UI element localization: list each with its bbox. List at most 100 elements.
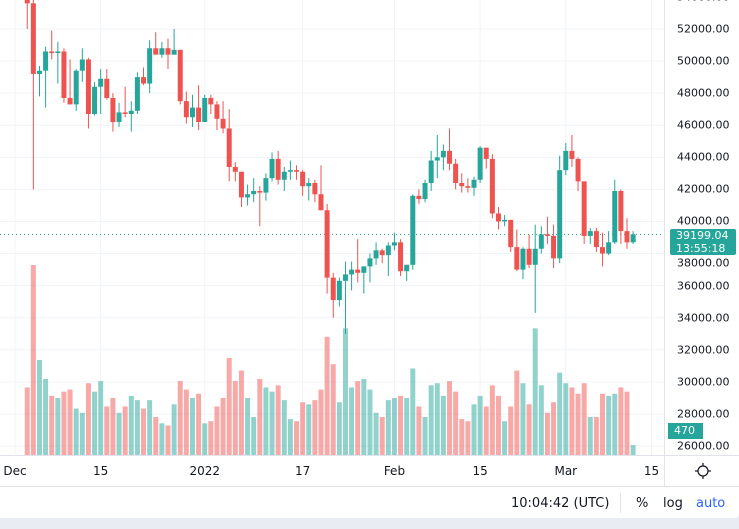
candle [342, 261, 348, 334]
candle [330, 272, 336, 318]
candle-body [165, 48, 171, 55]
candle [532, 224, 538, 313]
candle [593, 227, 599, 252]
candle [612, 179, 618, 244]
candle [526, 234, 532, 268]
candle [73, 69, 79, 111]
volume-bar [128, 395, 134, 455]
price-axis[interactable]: 54000.00 52000.00 50000.00 48000.00 46000.00… [664, 0, 739, 455]
candle [569, 134, 575, 167]
volume-bar [367, 389, 373, 455]
volume-bar [245, 398, 251, 455]
candle [355, 239, 361, 283]
candle [134, 72, 140, 115]
candle [428, 150, 434, 192]
volume-bar [134, 400, 140, 455]
divider [620, 493, 621, 513]
volume-bar [183, 389, 189, 455]
candle [391, 232, 397, 251]
settings-button[interactable] [664, 456, 739, 486]
volume-bar [116, 412, 122, 455]
candle [379, 248, 385, 264]
candle-body [300, 171, 306, 187]
candle-body [440, 150, 446, 158]
candle-body [459, 182, 465, 187]
volume-bar [557, 372, 563, 455]
price-tick-label: 42000.00 [677, 182, 730, 196]
candle-body [61, 51, 67, 98]
candle-body [526, 248, 532, 265]
candle [49, 30, 55, 60]
candle-body [612, 191, 618, 243]
price-tick-label: 40000.00 [677, 214, 730, 228]
time-axis[interactable]: Dec 15 2022 17 Feb 15 Mar 15 [0, 455, 739, 486]
volume-bar [404, 398, 410, 455]
volume-bar [202, 423, 208, 455]
price-tick-label: 48000.00 [677, 86, 730, 100]
candle [385, 242, 391, 277]
candle [514, 229, 520, 272]
price-tick-label: 28000.00 [677, 407, 730, 421]
candle [214, 101, 220, 131]
auto-toggle[interactable]: auto [696, 496, 726, 511]
time-tick-label: 2022 [189, 464, 220, 478]
candle-body [189, 107, 195, 118]
volume-bar [526, 404, 532, 455]
volume-bar [153, 417, 159, 455]
volume-bar [208, 421, 214, 455]
volume-bar [36, 360, 42, 455]
candle-body [134, 77, 140, 111]
volume-bar [361, 379, 367, 455]
candle [465, 178, 471, 193]
candle-body [208, 97, 214, 105]
candle-body [287, 170, 293, 172]
candle [202, 94, 208, 123]
candle [189, 94, 195, 127]
volume-bar [104, 406, 110, 455]
log-toggle[interactable]: log [663, 496, 683, 511]
candle-body [355, 269, 361, 273]
volume-bar [575, 393, 581, 455]
candle [459, 173, 465, 193]
candle-body [483, 147, 489, 159]
volume-bar [85, 383, 91, 455]
volume-bar [391, 398, 397, 455]
candle [489, 154, 495, 219]
volume-bar [569, 387, 575, 455]
volume-bar [342, 328, 348, 455]
candle [183, 91, 189, 124]
candle [453, 158, 459, 190]
candle-body [606, 242, 612, 254]
volume-bar [471, 404, 477, 455]
candle-body [618, 191, 624, 232]
candle [141, 67, 147, 86]
candle-body [624, 231, 630, 243]
candle [122, 86, 128, 118]
volume-bar [624, 391, 630, 455]
candle-body [98, 78, 104, 87]
volume-bar [508, 406, 514, 455]
candle-body [36, 70, 42, 74]
volume-bar [24, 387, 30, 455]
candle [300, 170, 306, 196]
candle [495, 207, 501, 230]
percent-toggle[interactable]: % [636, 496, 649, 511]
candle-body [324, 210, 330, 278]
candle-body [489, 158, 495, 214]
candle-body [116, 112, 122, 123]
candle [287, 160, 293, 180]
volume-bar [306, 404, 312, 455]
volume-bar [257, 379, 263, 455]
price-chart[interactable] [0, 0, 664, 455]
candle-body [55, 51, 61, 54]
candle-body [147, 48, 153, 84]
volume-bar [92, 391, 98, 455]
candle-body [24, 0, 30, 4]
volume-bar [385, 400, 391, 455]
candle-body [336, 280, 342, 301]
candle [251, 178, 257, 203]
volume-bar [514, 370, 520, 455]
candle [434, 134, 440, 179]
volume-bar [593, 417, 599, 455]
clock[interactable]: 10:04:42 (UTC) [511, 496, 610, 511]
